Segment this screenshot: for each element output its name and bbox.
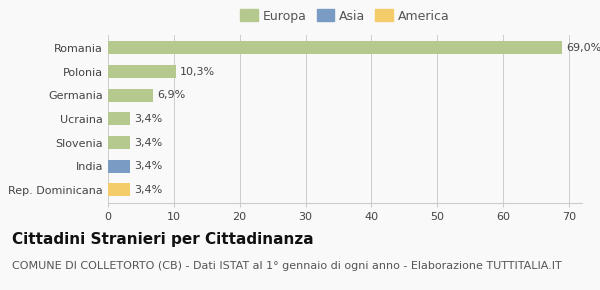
Bar (108, 136, 130, 149)
Text: 6,9%: 6,9% (157, 90, 185, 100)
Text: 3,4%: 3,4% (134, 161, 163, 171)
Text: 10,3%: 10,3% (180, 66, 215, 77)
Bar (108, 65, 176, 78)
Legend: Europa, Asia, America: Europa, Asia, America (238, 7, 452, 25)
Bar (108, 113, 130, 125)
Bar (108, 184, 130, 197)
Text: 3,4%: 3,4% (134, 137, 163, 148)
Text: Cittadini Stranieri per Cittadinanza: Cittadini Stranieri per Cittadinanza (12, 232, 314, 247)
Text: 3,4%: 3,4% (134, 185, 163, 195)
Text: COMUNE DI COLLETORTO (CB) - Dati ISTAT al 1° gennaio di ogni anno - Elaborazione: COMUNE DI COLLETORTO (CB) - Dati ISTAT a… (12, 261, 562, 271)
Text: 69,0%: 69,0% (566, 43, 600, 53)
Bar (108, 160, 130, 173)
Bar (108, 89, 154, 102)
Text: 3,4%: 3,4% (134, 114, 163, 124)
Bar (108, 41, 562, 54)
